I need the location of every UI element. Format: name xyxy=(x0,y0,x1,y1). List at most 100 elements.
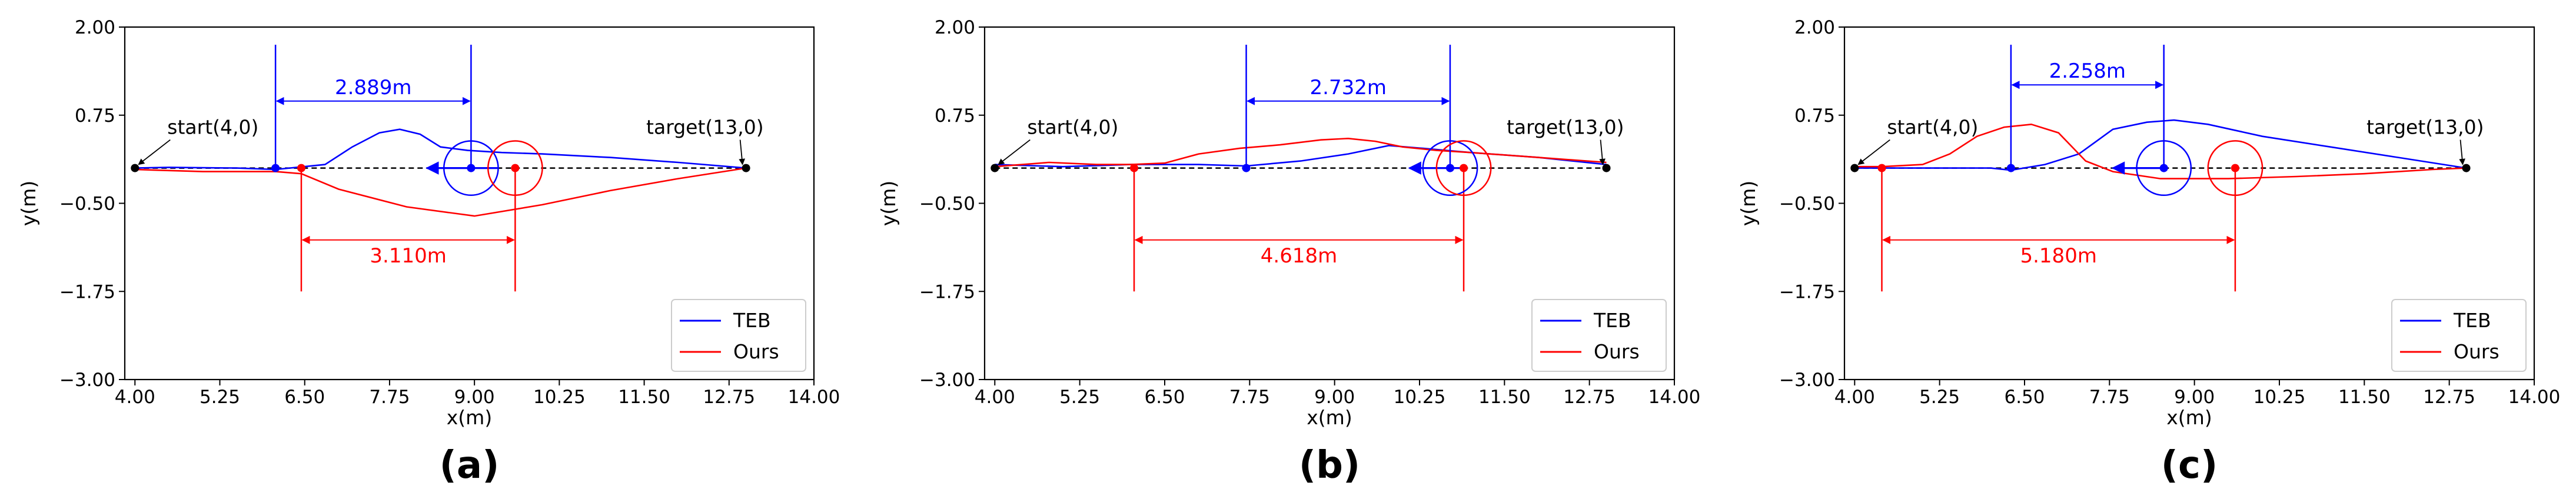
series-line-teb xyxy=(1854,119,2467,171)
y-axis-label: y(m) xyxy=(1737,181,1760,226)
x-tick-label: 9.00 xyxy=(454,387,495,408)
gap-label: 2.258m xyxy=(2049,59,2126,83)
gap-start-point xyxy=(271,164,280,172)
annotation-arrow xyxy=(138,139,171,165)
robot-footprint-ours xyxy=(2207,140,2263,197)
annotation-target: target(13,0) xyxy=(1507,116,1624,139)
y-tick-label: 0.75 xyxy=(935,105,975,127)
annotation-target: target(13,0) xyxy=(2366,116,2484,139)
x-tick-label: 6.50 xyxy=(1144,387,1185,408)
x-tick-label: 6.50 xyxy=(2004,387,2045,408)
x-tick-label: 12.75 xyxy=(703,387,755,408)
gap-start-point xyxy=(297,164,305,172)
annotation-start: start(4,0) xyxy=(1027,116,1118,139)
gap-start-point xyxy=(1242,164,1251,172)
y-tick-label: −0.50 xyxy=(59,194,115,215)
y-tick-label: −0.50 xyxy=(919,194,975,215)
gap-label: 2.889m xyxy=(335,76,411,99)
robot-center-ours xyxy=(511,164,520,172)
x-tick-label: 5.25 xyxy=(200,387,240,408)
gap-label: 5.180m xyxy=(2020,244,2096,268)
y-tick-label: 0.75 xyxy=(75,105,115,127)
x-tick-label: 7.75 xyxy=(1229,387,1270,408)
y-tick-label: 2.00 xyxy=(935,17,975,38)
legend-label-teb: TEB xyxy=(733,309,771,332)
y-tick-label: −1.75 xyxy=(1779,281,1835,302)
x-tick-label: 10.25 xyxy=(533,387,586,408)
gap-start-point xyxy=(1877,164,1886,172)
legend-label-ours: Ours xyxy=(1594,340,1640,363)
x-tick-label: 9.00 xyxy=(1314,387,1355,408)
gap-label: 2.732m xyxy=(1310,76,1387,99)
robot-center-ours xyxy=(2231,164,2239,172)
x-tick-label: 11.50 xyxy=(1478,387,1531,408)
x-tick-label: 4.00 xyxy=(1834,387,1875,408)
x-axis-label: x(m) xyxy=(1307,406,1352,429)
x-tick-label: 10.25 xyxy=(1394,387,1446,408)
x-tick-label: 12.75 xyxy=(2423,387,2475,408)
x-tick-label: 7.75 xyxy=(2089,387,2130,408)
x-tick-label: 14.00 xyxy=(788,387,840,408)
robot-footprint-ours xyxy=(1435,140,1492,197)
y-tick-label: −1.75 xyxy=(59,281,115,302)
x-tick-label: 10.25 xyxy=(2253,387,2306,408)
gap-start-point xyxy=(2006,164,2015,172)
target-point xyxy=(2462,164,2471,172)
legend-label-ours: Ours xyxy=(2454,340,2499,363)
legend-box xyxy=(2391,299,2527,372)
annotation-target: target(13,0) xyxy=(646,116,764,139)
robot-footprint-ours xyxy=(487,140,543,196)
y-tick-label: −1.75 xyxy=(919,281,975,302)
robot-center-ours xyxy=(1460,164,1468,172)
legend-label-teb: TEB xyxy=(2453,309,2491,332)
chart-panel-1: 4.00 5.25 6.50 7.75 9.00 10.25 11.50 12.75 14.00… xyxy=(877,17,1700,487)
annotation-start: start(4,0) xyxy=(1887,116,1978,139)
series-line-ours xyxy=(1854,123,2467,179)
start-point xyxy=(131,164,139,172)
panel-caption: (a) xyxy=(440,444,500,487)
y-tick-label: 2.00 xyxy=(75,17,115,38)
panel-caption: (c) xyxy=(2161,444,2218,487)
x-tick-label: 4.00 xyxy=(975,387,1015,408)
series-line-ours xyxy=(995,137,1607,168)
y-tick-label: 2.00 xyxy=(1794,17,1835,38)
series-line-teb xyxy=(135,128,746,171)
annotation-arrow xyxy=(739,139,746,165)
gap-label: 4.618m xyxy=(1261,244,1337,268)
y-tick-label: −3.00 xyxy=(1779,370,1835,391)
y-tick-label: −0.50 xyxy=(1779,194,1835,215)
annotation-arrow xyxy=(1857,139,1890,165)
target-point xyxy=(1602,164,1611,172)
x-tick-label: 14.00 xyxy=(1648,387,1701,408)
gap-label: 3.110m xyxy=(370,244,446,268)
x-tick-label: 6.50 xyxy=(284,387,325,408)
annotation-arrow xyxy=(2459,139,2465,165)
annotation-start: start(4,0) xyxy=(167,116,258,139)
target-point xyxy=(742,164,750,172)
gap-start-point xyxy=(1130,164,1139,172)
x-tick-label: 5.25 xyxy=(1919,387,1960,408)
y-tick-label: −3.00 xyxy=(59,370,115,391)
x-tick-label: 5.25 xyxy=(1059,387,1100,408)
y-axis-label: y(m) xyxy=(877,181,900,226)
annotation-arrow xyxy=(1599,139,1606,165)
start-point xyxy=(990,164,999,172)
legend-box xyxy=(671,299,806,372)
x-axis-label: x(m) xyxy=(2166,406,2212,429)
panel-caption: (b) xyxy=(1299,444,1360,487)
y-tick-label: −3.00 xyxy=(919,370,975,391)
chart-panel-0: 4.00 5.25 6.50 7.75 9.00 10.25 11.50 12.75 14.00… xyxy=(17,17,840,487)
x-tick-label: 11.50 xyxy=(618,387,670,408)
chart-panel-2: 4.00 5.25 6.50 7.75 9.00 10.25 11.50 12.75 14.00… xyxy=(1737,17,2560,487)
y-tick-label: 0.75 xyxy=(1794,105,1835,127)
legend-label-ours: Ours xyxy=(733,340,779,363)
x-tick-label: 14.00 xyxy=(2508,387,2561,408)
x-tick-label: 12.75 xyxy=(1563,387,1616,408)
x-tick-label: 7.75 xyxy=(369,387,410,408)
annotation-arrow xyxy=(998,139,1031,165)
legend-label-teb: TEB xyxy=(1593,309,1631,332)
legend-box xyxy=(1531,299,1667,372)
y-axis-label: y(m) xyxy=(17,181,40,226)
x-axis-label: x(m) xyxy=(447,406,492,429)
